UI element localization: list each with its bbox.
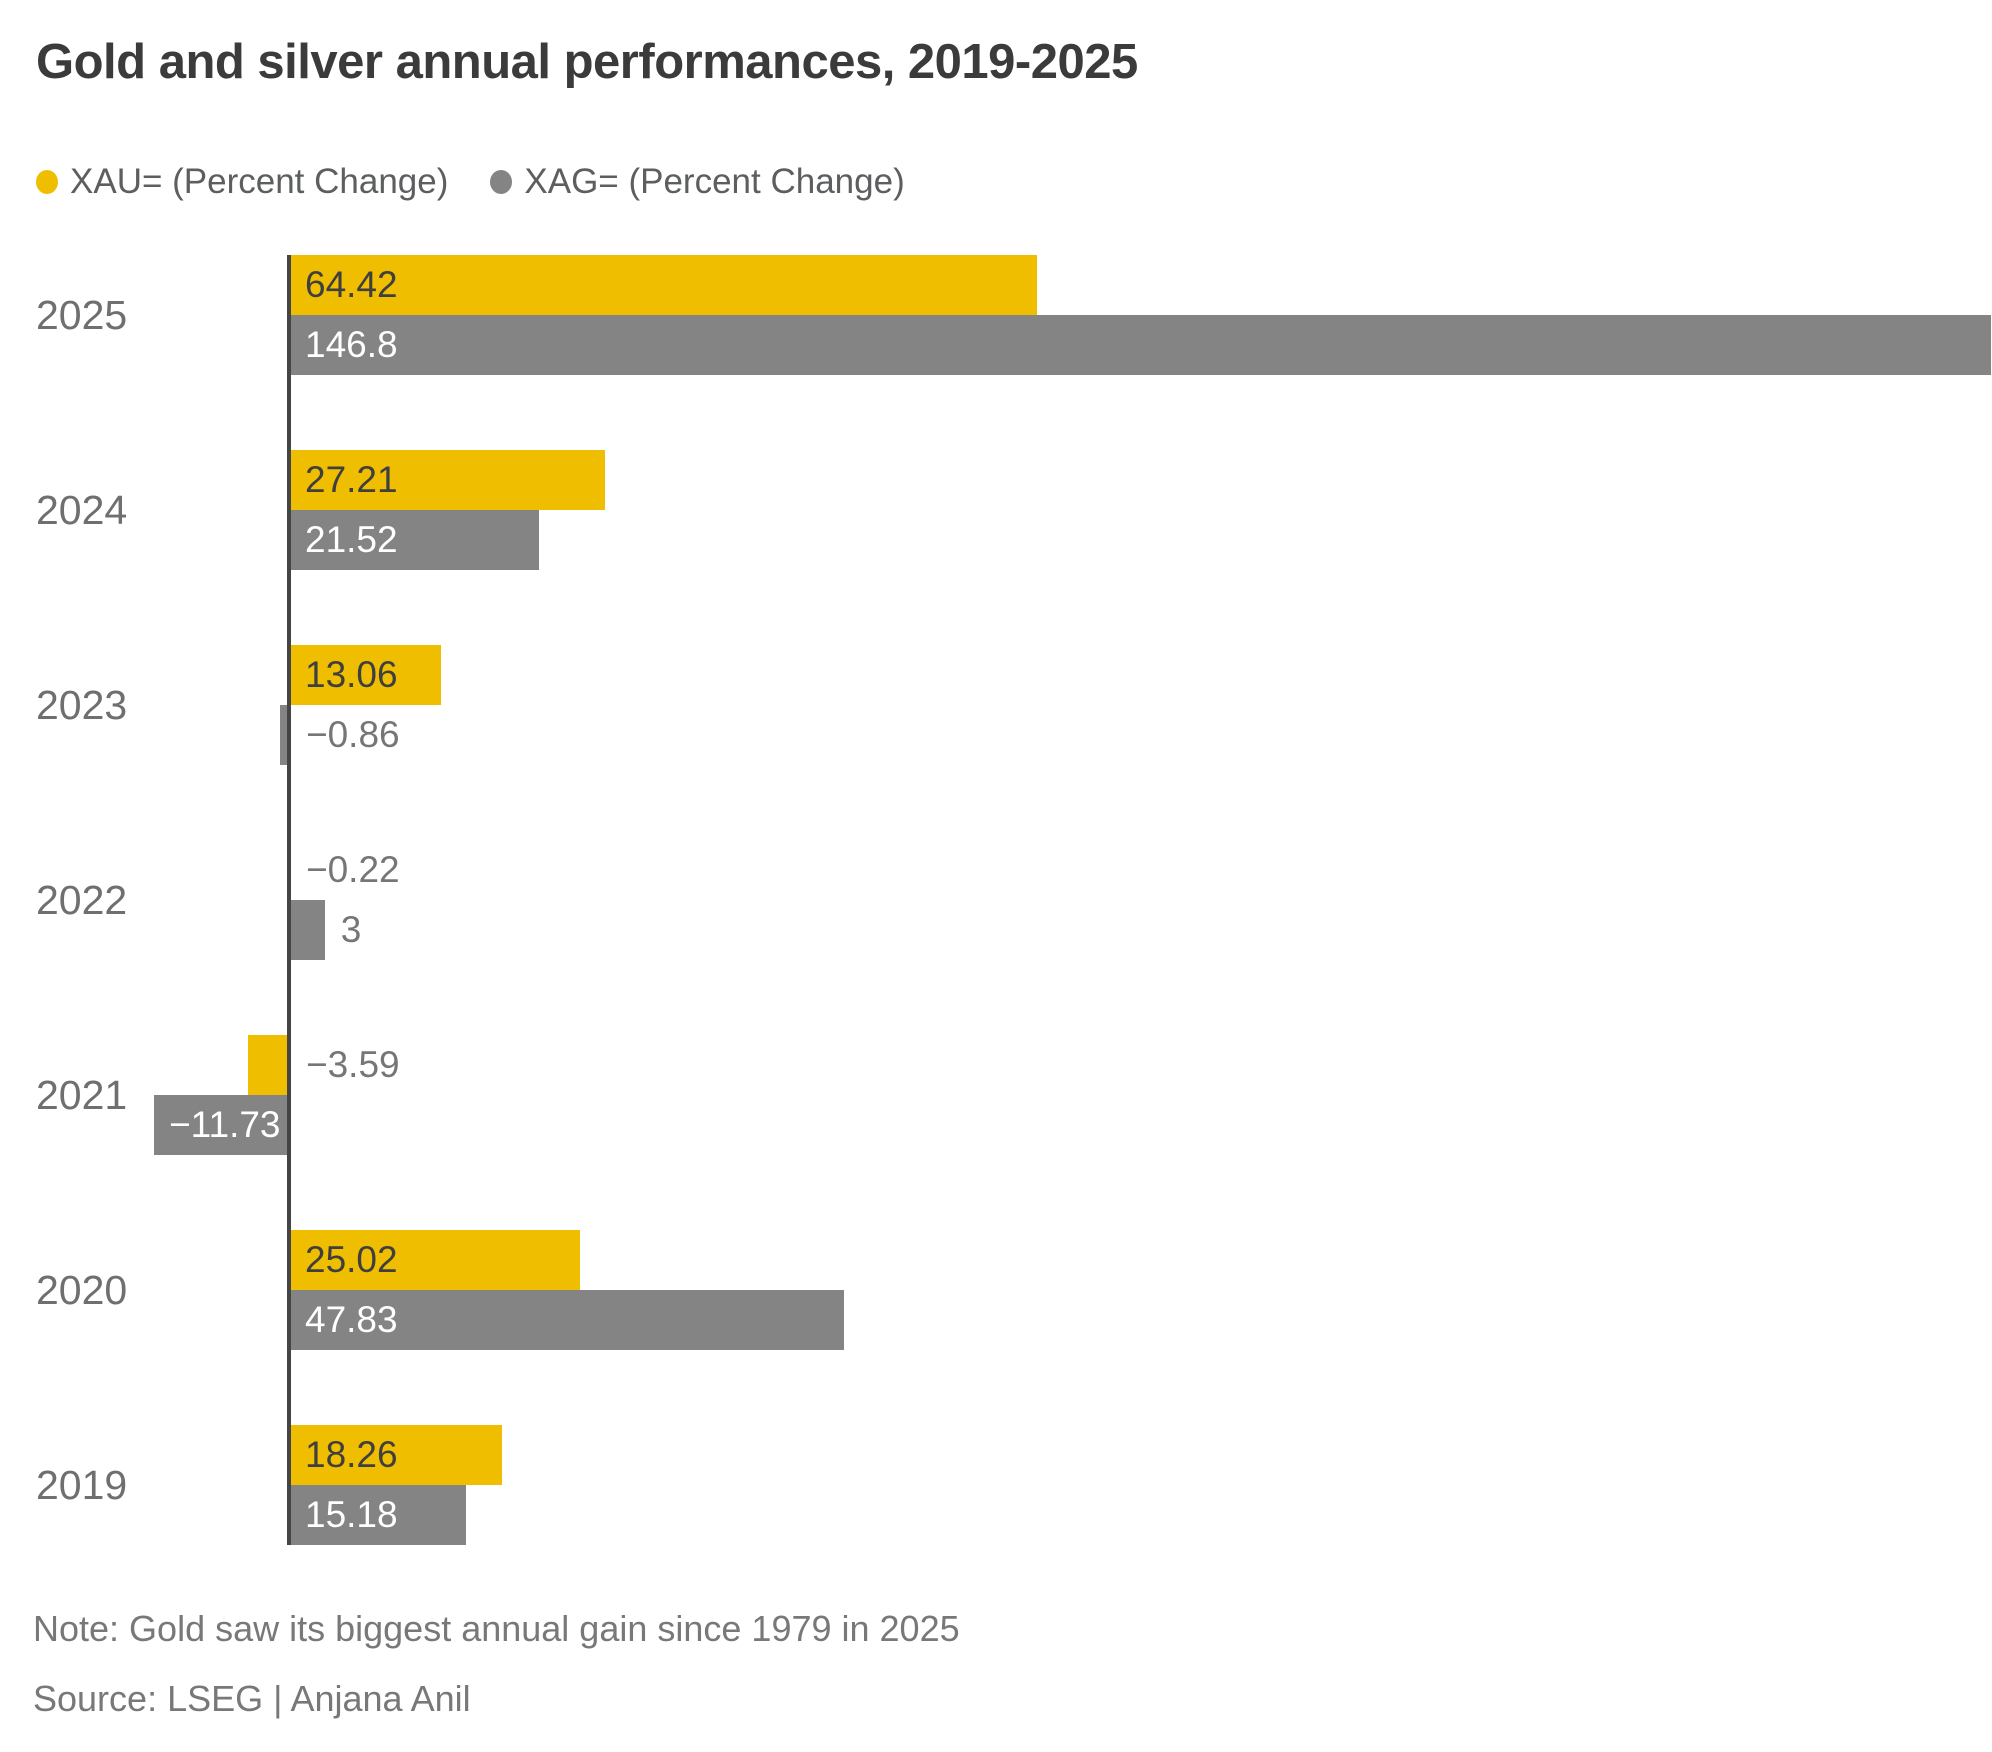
bar-xag-2022 [290,900,325,960]
year-label-2024: 2024 [36,487,128,533]
bar-value-xag-2021: −11.73 [169,1104,281,1145]
bar-xag-2023 [280,705,290,765]
bar-xau-2025 [290,255,1037,315]
bar-value-xau-2025: 64.42 [305,264,398,305]
bar-xau-2020 [290,1230,580,1290]
bar-value-xag-2019: 15.18 [305,1494,398,1535]
legend-item-xag: XAG= (Percent Change) [490,162,905,202]
bar-value-xag-2020: 47.83 [305,1299,398,1340]
bar-xag-2025 [290,315,1992,375]
bar-value-xau-2021: −3.59 [306,1044,400,1085]
bar-xau-2021 [248,1035,290,1095]
y-axis-line [287,255,291,1545]
legend-item-xau: XAU= (Percent Change) [36,162,448,202]
bar-value-xau-2019: 18.26 [305,1434,398,1475]
legend-label-xau: XAU= (Percent Change) [70,162,449,201]
chart-source: Source: LSEG | Anjana Anil [33,1678,471,1719]
year-label-2020: 2020 [36,1267,128,1313]
bar-xau-2024 [290,450,606,510]
bar-value-xau-2023: 13.06 [305,654,398,695]
year-label-2019: 2019 [36,1462,128,1508]
bar-value-xag-2022: 3 [340,909,362,950]
bar-xag-2021 [154,1095,290,1155]
bar-xau-2019 [290,1425,502,1485]
xag-legend-dot-icon [490,170,513,194]
bar-xag-2020 [290,1290,845,1350]
bar-value-xag-2023: −0.86 [306,714,400,755]
legend-label-xag: XAG= (Percent Change) [524,162,905,201]
bar-value-xau-2020: 25.02 [305,1239,398,1280]
legend: XAU= (Percent Change) XAG= (Percent Chan… [36,162,905,202]
chart-note: Note: Gold saw its biggest annual gain s… [33,1608,960,1649]
bar-value-xag-2025: 146.8 [305,324,398,365]
xau-legend-dot-icon [36,170,58,194]
year-label-2022: 2022 [36,877,128,923]
year-label-2021: 2021 [36,1072,128,1118]
bar-value-xag-2024: 21.52 [305,519,398,560]
bar-value-xau-2024: 27.21 [305,459,398,500]
chart-title: Gold and silver annual performances, 201… [36,35,1138,89]
bar-value-xau-2022: −0.22 [306,849,400,890]
bar-xag-2019 [290,1485,466,1545]
bar-xau-2023 [290,645,442,705]
year-label-2025: 2025 [36,292,128,338]
bar-xag-2024 [290,510,540,570]
year-label-2023: 2023 [36,682,128,728]
bar-chart: 2025 64.42 146.8 2024 27.21 21.52 2023 13.06 −0.… [36,255,1992,1545]
